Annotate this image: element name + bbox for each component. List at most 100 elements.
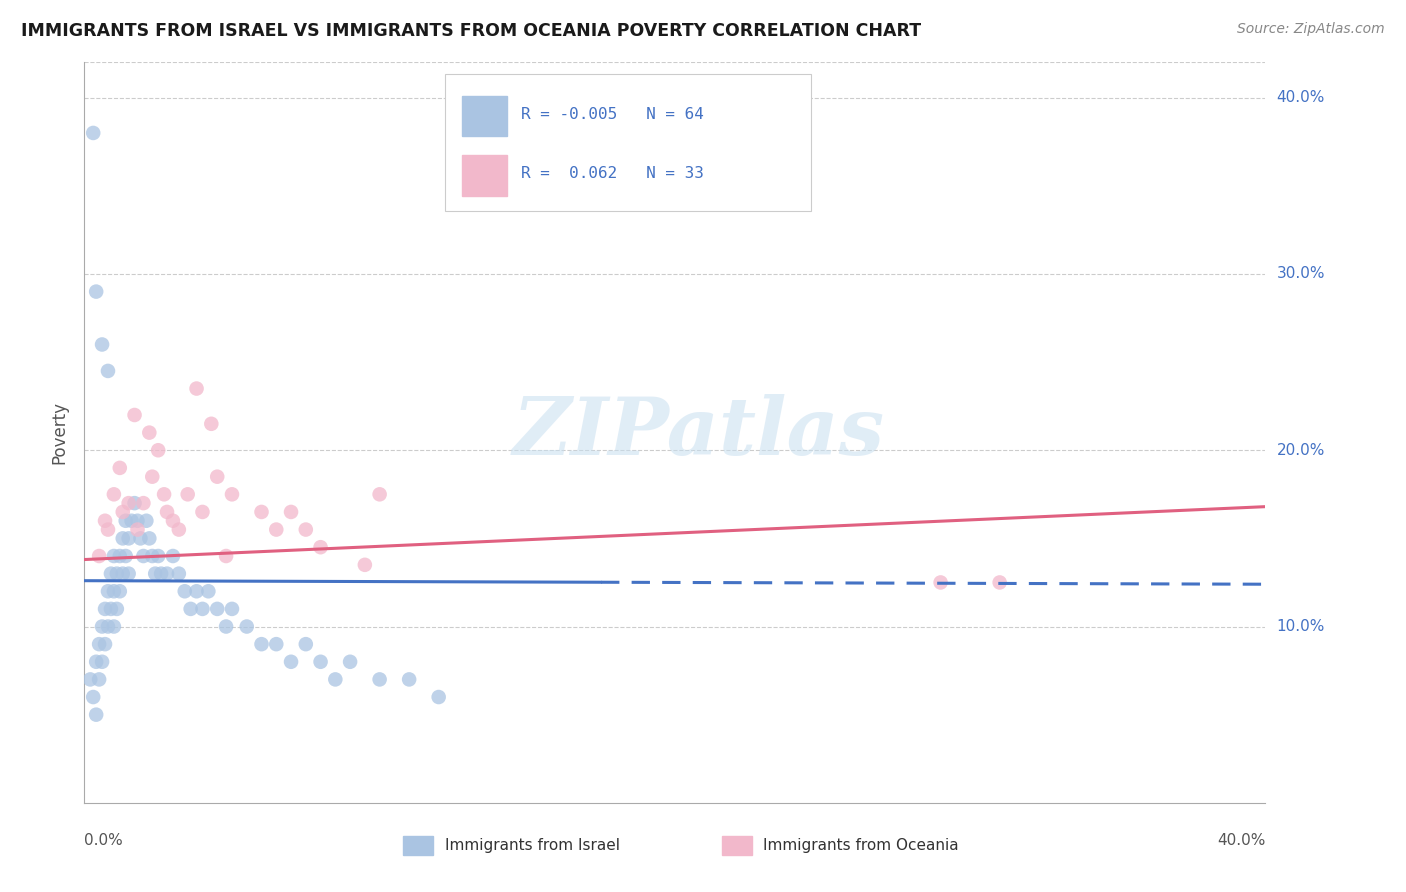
Point bbox=[197, 584, 219, 599]
Point bbox=[124, 408, 146, 422]
Point bbox=[250, 637, 273, 651]
Point bbox=[215, 549, 238, 563]
Text: IMMIGRANTS FROM ISRAEL VS IMMIGRANTS FROM OCEANIA POVERTY CORRELATION CHART: IMMIGRANTS FROM ISRAEL VS IMMIGRANTS FRO… bbox=[21, 22, 921, 40]
Point bbox=[398, 673, 420, 687]
Text: 20.0%: 20.0% bbox=[1277, 442, 1324, 458]
Bar bbox=[404, 836, 433, 855]
Text: 0.0%: 0.0% bbox=[84, 833, 124, 848]
Point bbox=[150, 566, 173, 581]
Point bbox=[266, 637, 288, 651]
Point bbox=[148, 549, 170, 563]
Point bbox=[82, 126, 104, 140]
Point bbox=[236, 619, 259, 633]
Text: 40.0%: 40.0% bbox=[1277, 90, 1324, 105]
Point bbox=[191, 505, 214, 519]
Point bbox=[200, 417, 222, 431]
Point bbox=[129, 532, 152, 546]
Point bbox=[127, 514, 149, 528]
FancyBboxPatch shape bbox=[444, 73, 811, 211]
Point bbox=[82, 690, 104, 704]
Point bbox=[186, 584, 208, 599]
Point bbox=[84, 707, 107, 722]
Point bbox=[87, 637, 111, 651]
Point bbox=[124, 496, 146, 510]
Point bbox=[108, 461, 131, 475]
Point bbox=[87, 673, 111, 687]
Point bbox=[141, 469, 163, 483]
Point bbox=[132, 549, 155, 563]
Point bbox=[186, 382, 208, 396]
Point bbox=[103, 619, 125, 633]
Point bbox=[91, 655, 114, 669]
Point bbox=[94, 514, 117, 528]
Text: R =  0.062   N = 33: R = 0.062 N = 33 bbox=[522, 166, 704, 181]
Point bbox=[138, 532, 160, 546]
Point bbox=[105, 566, 128, 581]
Point bbox=[132, 496, 155, 510]
Point bbox=[79, 673, 101, 687]
Point bbox=[162, 549, 184, 563]
Point bbox=[94, 637, 117, 651]
Point bbox=[91, 337, 114, 351]
Point bbox=[127, 523, 149, 537]
Text: Source: ZipAtlas.com: Source: ZipAtlas.com bbox=[1237, 22, 1385, 37]
Text: Immigrants from Israel: Immigrants from Israel bbox=[444, 838, 620, 853]
Point bbox=[295, 637, 318, 651]
Point bbox=[368, 673, 391, 687]
Point bbox=[111, 532, 134, 546]
Point bbox=[368, 487, 391, 501]
Point bbox=[100, 566, 122, 581]
Point bbox=[280, 655, 302, 669]
Point bbox=[111, 566, 134, 581]
Point bbox=[339, 655, 361, 669]
Point bbox=[427, 690, 450, 704]
Point bbox=[143, 566, 166, 581]
Bar bbox=[723, 836, 752, 855]
Text: Immigrants from Oceania: Immigrants from Oceania bbox=[763, 838, 959, 853]
Point bbox=[141, 549, 163, 563]
Y-axis label: Poverty: Poverty bbox=[51, 401, 69, 464]
Point bbox=[135, 514, 157, 528]
Point bbox=[97, 364, 120, 378]
Point bbox=[97, 523, 120, 537]
Point bbox=[97, 619, 120, 633]
Point bbox=[156, 566, 179, 581]
Bar bbox=[463, 155, 508, 195]
Point bbox=[207, 602, 229, 616]
Point bbox=[167, 523, 190, 537]
Text: 30.0%: 30.0% bbox=[1277, 267, 1324, 282]
Point bbox=[167, 566, 190, 581]
Point bbox=[108, 584, 131, 599]
Point bbox=[191, 602, 214, 616]
Point bbox=[156, 505, 179, 519]
Point bbox=[114, 549, 136, 563]
Point bbox=[221, 602, 243, 616]
Point bbox=[207, 469, 229, 483]
Point bbox=[94, 602, 117, 616]
Point bbox=[84, 285, 107, 299]
Point bbox=[87, 549, 111, 563]
Point bbox=[177, 487, 200, 501]
Text: 10.0%: 10.0% bbox=[1277, 619, 1324, 634]
Point bbox=[114, 514, 136, 528]
Point bbox=[91, 619, 114, 633]
Point bbox=[138, 425, 160, 440]
Point bbox=[118, 532, 141, 546]
Text: ZIPatlas: ZIPatlas bbox=[512, 394, 884, 471]
Point bbox=[103, 487, 125, 501]
Point bbox=[295, 523, 318, 537]
Point bbox=[221, 487, 243, 501]
Point bbox=[354, 558, 377, 572]
Point bbox=[103, 549, 125, 563]
Point bbox=[929, 575, 952, 590]
Bar bbox=[463, 95, 508, 136]
Point bbox=[266, 523, 288, 537]
Point bbox=[309, 655, 332, 669]
Point bbox=[325, 673, 347, 687]
Point bbox=[162, 514, 184, 528]
Point bbox=[103, 584, 125, 599]
Point bbox=[100, 602, 122, 616]
Point bbox=[118, 566, 141, 581]
Point bbox=[173, 584, 195, 599]
Point bbox=[148, 443, 170, 458]
